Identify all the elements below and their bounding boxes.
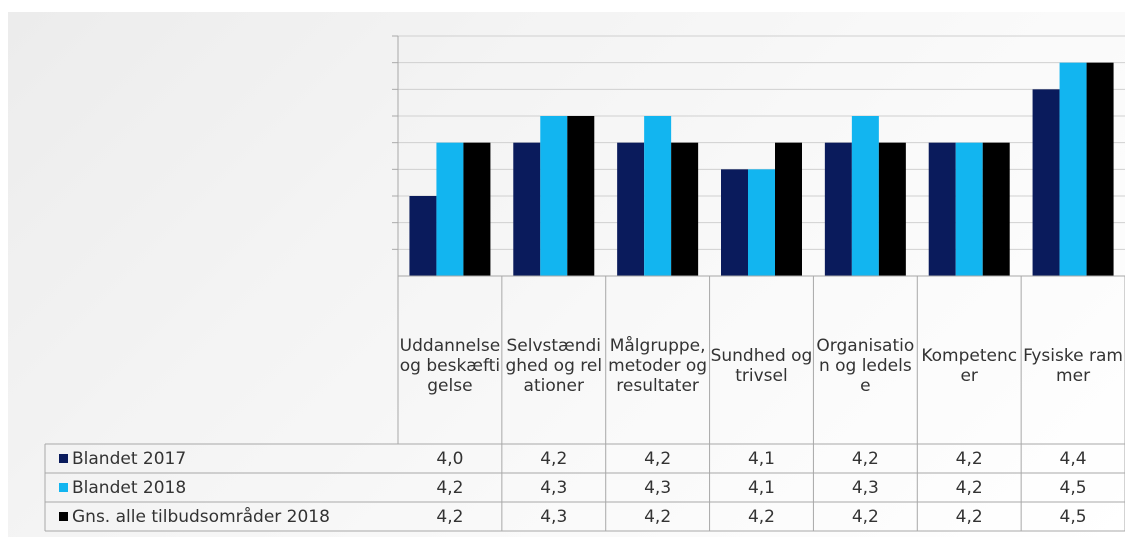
legend-entry: Gns. alle tilbudsområder 2018: [53, 502, 398, 531]
data-label: 4,4: [1059, 448, 1087, 469]
bar: [1059, 62, 1087, 276]
data-label: 4,2: [436, 506, 464, 527]
bar: [748, 169, 775, 276]
bar: [513, 142, 541, 276]
x-tick-label: Selvstændighed og relationer: [502, 288, 606, 444]
legend-label: Gns. alle tilbudsområder 2018: [72, 506, 330, 527]
x-tick-label-text: Fysiske rammer: [1023, 346, 1123, 386]
data-label: 4,5: [1059, 506, 1087, 527]
bar: [955, 142, 983, 276]
chart-area: Uddannelse og beskæftigelse Selvstændighe…: [8, 12, 1125, 537]
data-label: 4,2: [955, 506, 983, 527]
x-tick-label: Organisation og ledelse: [813, 288, 917, 444]
x-tick-label: Fysiske rammer: [1021, 288, 1125, 444]
bar: [1032, 89, 1060, 276]
legend-swatch: [59, 512, 68, 521]
x-tick-label-text: Organisation og ledelse: [816, 336, 915, 396]
x-tick-label-text: Sundhed og trivsel: [710, 346, 813, 386]
bar: [721, 169, 748, 276]
data-label: 4,3: [644, 477, 672, 498]
bar: [982, 142, 1010, 276]
bar: [1086, 62, 1114, 276]
bar: [878, 142, 906, 276]
legend-entry: Blandet 2017: [53, 444, 398, 473]
data-label: 4,3: [540, 506, 568, 527]
x-tick-label: Målgruppe, metoder og resultater: [606, 288, 710, 444]
bar: [824, 142, 852, 276]
bar: [409, 196, 437, 276]
bar-chart-plot: [44, 35, 1125, 532]
bar: [436, 142, 464, 276]
bar: [463, 142, 491, 276]
data-label: 4,2: [955, 477, 983, 498]
data-label: 4,2: [644, 448, 672, 469]
bar: [617, 142, 645, 276]
data-label: 4,3: [540, 477, 568, 498]
data-label: 4,5: [1059, 477, 1087, 498]
data-label: 4,2: [540, 448, 568, 469]
legend-swatch: [59, 454, 68, 463]
data-label: 4,2: [955, 448, 983, 469]
data-label: 4,1: [747, 448, 775, 469]
data-label: 4,2: [851, 448, 879, 469]
data-label: 4,2: [436, 477, 464, 498]
bar: [644, 116, 672, 276]
data-label: 4,2: [644, 506, 672, 527]
data-table-grid: [44, 36, 1125, 532]
bar: [928, 142, 956, 276]
data-label: 4,3: [851, 477, 879, 498]
x-tick-label-text: Kompetencer: [921, 346, 1018, 386]
bar: [540, 116, 568, 276]
legend-swatch: [59, 483, 68, 492]
legend-label: Blandet 2017: [72, 448, 187, 469]
bar: [775, 142, 802, 276]
data-label: 4,2: [747, 506, 775, 527]
x-tick-label: Kompetencer: [917, 288, 1021, 444]
bars: [409, 62, 1114, 276]
bar: [671, 142, 699, 276]
data-label: 4,0: [436, 448, 464, 469]
bar: [851, 116, 879, 276]
data-label: 4,1: [747, 477, 775, 498]
data-label: 4,2: [851, 506, 879, 527]
x-tick-label-text: Målgruppe, metoder og resultater: [608, 336, 708, 396]
bar: [567, 116, 595, 276]
x-tick-label-text: Selvstændighed og relationer: [505, 336, 603, 396]
x-tick-label: Sundhed og trivsel: [710, 288, 814, 444]
legend-entry: Blandet 2018: [53, 473, 398, 502]
legend-label: Blandet 2018: [72, 477, 187, 498]
x-tick-label-text: Uddannelse og beskæftigelse: [399, 336, 501, 396]
x-tick-label: Uddannelse og beskæftigelse: [398, 288, 502, 444]
